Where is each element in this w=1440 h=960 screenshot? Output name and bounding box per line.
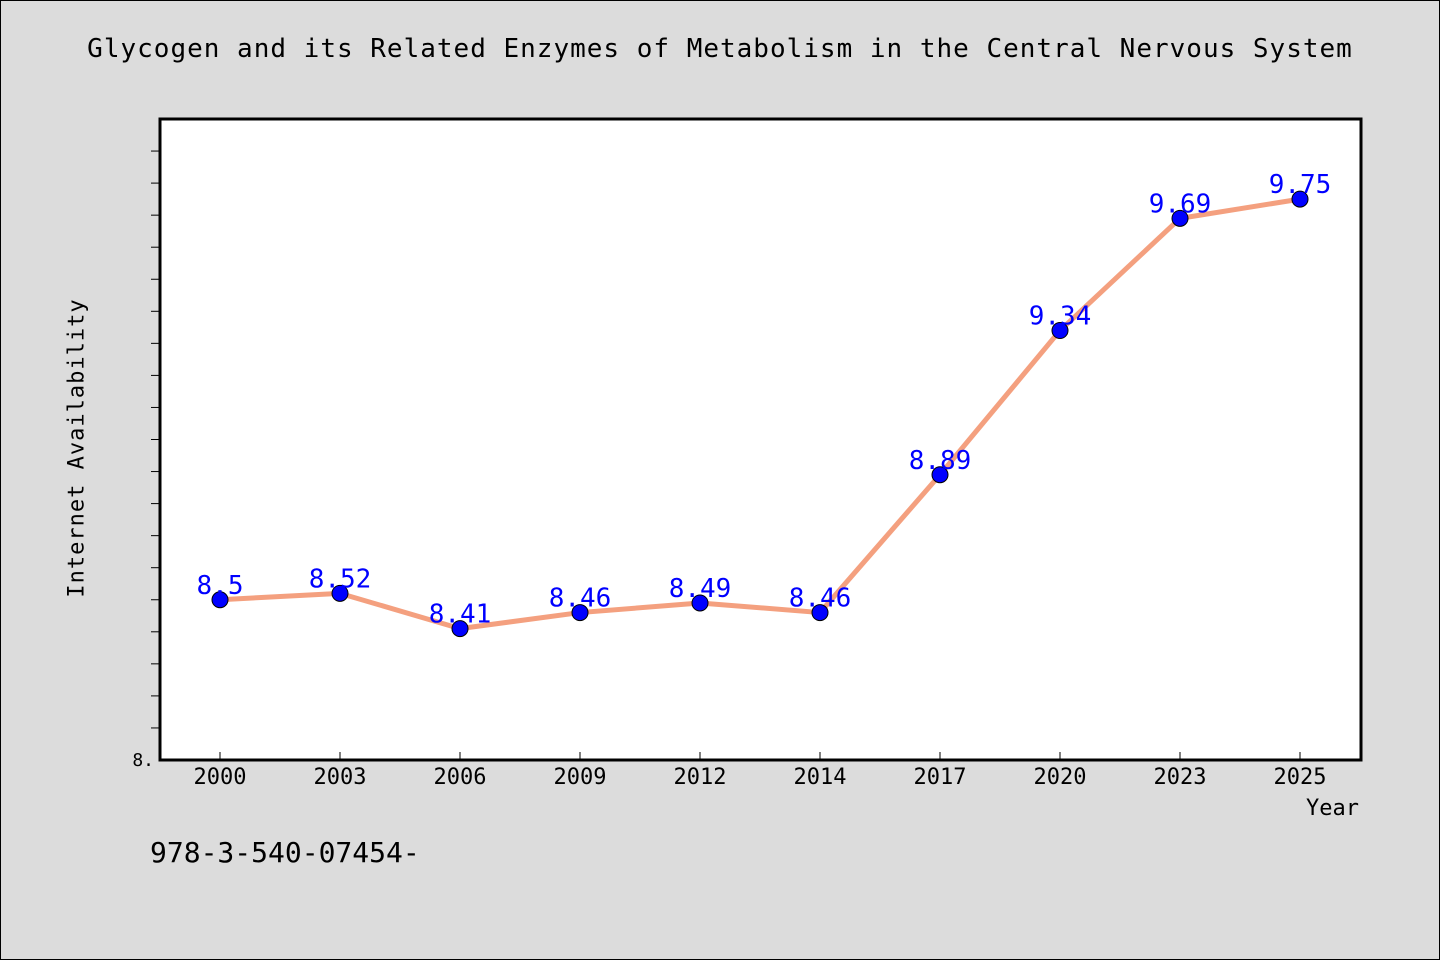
data-point — [331, 584, 349, 602]
data-label: 8.49 — [669, 574, 732, 604]
x-tick-label: 2012 — [674, 765, 727, 790]
x-tick-label: 2014 — [794, 765, 847, 790]
data-label: 8.46 — [549, 584, 612, 614]
data-point — [1291, 190, 1309, 208]
data-label: 8.89 — [909, 446, 972, 476]
y-axis-ticks: 8. — [132, 150, 159, 771]
data-point — [691, 594, 709, 612]
data-point — [451, 620, 469, 638]
y-tick-label: 8. — [132, 750, 154, 771]
data-point — [571, 604, 589, 622]
series-markers — [211, 190, 1309, 638]
plot-area — [158, 117, 1363, 762]
x-tick-label: 2023 — [1154, 765, 1207, 790]
data-point — [211, 591, 229, 609]
footer-identifier: 978-3-540-07454- — [150, 836, 420, 869]
series-line — [219, 196, 1301, 632]
data-label: 9.75 — [1269, 170, 1332, 200]
x-tick-label: 2017 — [914, 765, 967, 790]
data-point — [1171, 209, 1189, 227]
x-tick-label: 2006 — [434, 765, 487, 790]
y-axis-label: Internet Availability — [64, 298, 90, 598]
data-label: 8.46 — [789, 584, 852, 614]
x-tick-label: 2020 — [1034, 765, 1087, 790]
data-label: 9.34 — [1029, 302, 1092, 332]
x-axis-label: Year — [1306, 796, 1359, 821]
data-label: 8.41 — [429, 600, 492, 630]
data-label: 9.69 — [1149, 189, 1212, 219]
x-tick-label: 2025 — [1274, 765, 1327, 790]
data-point — [931, 466, 949, 484]
x-axis-ticks: 2000 2003 2006 2009 2012 2014 2017 2020 2023 2025 — [194, 752, 1327, 790]
data-label: 8.52 — [309, 564, 372, 594]
data-point — [811, 604, 829, 622]
data-point — [1051, 322, 1069, 340]
data-label: 8.5 — [197, 571, 244, 601]
x-tick-label: 2000 — [194, 765, 247, 790]
x-tick-label: 2009 — [554, 765, 607, 790]
chart-title: Glycogen and its Related Enzymes of Meta… — [87, 34, 1353, 64]
x-tick-label: 2003 — [314, 765, 367, 790]
data-labels: 8.5 8.52 8.41 8.46 8.49 8.46 8.89 9.34 9.69 9.75 — [197, 170, 1332, 629]
